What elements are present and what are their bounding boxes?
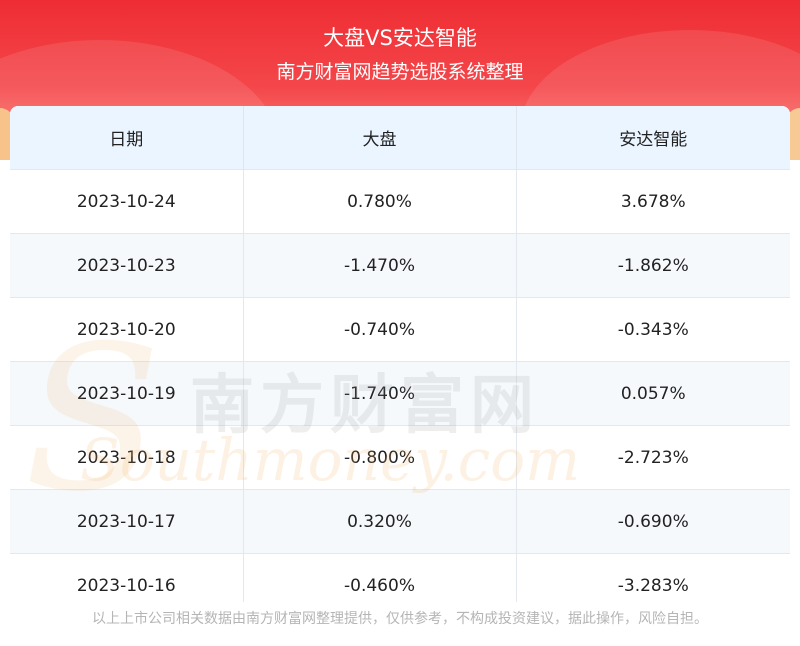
cell-market-change: -1.740%: [242, 361, 516, 426]
cell-date: 2023-10-19: [10, 361, 243, 426]
cell-date: 2023-10-24: [10, 169, 243, 234]
cell-stock-change: -3.283%: [515, 553, 790, 602]
cell-stock-change: -1.862%: [515, 233, 790, 298]
column-header-date: 日期: [10, 106, 243, 170]
table-row: 2023-10-20 -0.740% -0.343%: [10, 297, 790, 362]
cell-date: 2023-10-20: [10, 297, 243, 362]
cell-date: 2023-10-18: [10, 425, 243, 490]
disclaimer: 以上上市公司相关数据由南方财富网整理提供，仅供参考，不构成投资建议，据此操作，风…: [92, 611, 708, 627]
comparison-table: 日期 大盘 安达智能 2023-10-24 0.780% 3.678% 2023…: [10, 106, 790, 602]
table-row: 2023-10-19 -1.740% 0.057%: [10, 361, 790, 426]
cell-stock-change: -0.343%: [515, 297, 790, 362]
page-subtitle: 南方财富网趋势选股系统整理: [276, 61, 524, 83]
table-row: 2023-10-18 -0.800% -2.723%: [10, 425, 790, 490]
column-header-stock: 安达智能: [515, 106, 790, 170]
cell-stock-change: 0.057%: [515, 361, 790, 426]
comparison-table-card: 日期 大盘 安达智能 2023-10-24 0.780% 3.678% 2023…: [10, 106, 790, 602]
table-row: 2023-10-23 -1.470% -1.862%: [10, 233, 790, 298]
page-title: 大盘VS安达智能: [323, 26, 477, 50]
column-header-market: 大盘: [242, 106, 516, 170]
cell-market-change: 0.780%: [242, 169, 516, 234]
cell-market-change: -0.460%: [242, 553, 516, 602]
table-row: 2023-10-24 0.780% 3.678%: [10, 169, 790, 234]
cell-market-change: -1.470%: [242, 233, 516, 298]
cell-market-change: -0.740%: [242, 297, 516, 362]
table-row: 2023-10-17 0.320% -0.690%: [10, 489, 790, 554]
cell-stock-change: 3.678%: [515, 169, 790, 234]
table-header-row: 日期 大盘 安达智能: [10, 106, 790, 170]
cell-stock-change: -0.690%: [515, 489, 790, 554]
table-row: 2023-10-16 -0.460% -3.283%: [10, 553, 790, 602]
cell-market-change: 0.320%: [242, 489, 516, 554]
cell-market-change: -0.800%: [242, 425, 516, 490]
cell-date: 2023-10-16: [10, 553, 243, 602]
cell-date: 2023-10-17: [10, 489, 243, 554]
cell-date: 2023-10-23: [10, 233, 243, 298]
cell-stock-change: -2.723%: [515, 425, 790, 490]
